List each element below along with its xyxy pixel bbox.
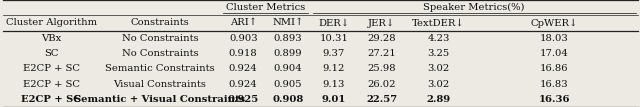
Text: DER↓: DER↓	[318, 18, 349, 27]
Text: 27.21: 27.21	[367, 49, 396, 58]
Text: 26.02: 26.02	[367, 80, 396, 89]
Text: 3.02: 3.02	[428, 80, 449, 89]
Text: 0.893: 0.893	[274, 34, 302, 43]
Text: Cluster Algorithm: Cluster Algorithm	[6, 18, 97, 27]
Text: E2CP + SC: E2CP + SC	[21, 95, 81, 104]
Text: 2.89: 2.89	[426, 95, 451, 104]
Text: 16.36: 16.36	[538, 95, 570, 104]
Text: CpWER↓: CpWER↓	[531, 18, 578, 27]
Text: 0.918: 0.918	[229, 49, 257, 58]
Text: 0.904: 0.904	[274, 64, 302, 73]
Text: 29.28: 29.28	[367, 34, 396, 43]
Text: 0.905: 0.905	[274, 80, 302, 89]
Text: No Constraints: No Constraints	[122, 34, 198, 43]
Text: 4.23: 4.23	[428, 34, 449, 43]
Text: VBx: VBx	[41, 34, 61, 43]
Text: 3.02: 3.02	[428, 64, 449, 73]
Text: Constraints: Constraints	[131, 18, 189, 27]
Text: E2CP + SC: E2CP + SC	[22, 80, 80, 89]
Text: 16.86: 16.86	[540, 64, 568, 73]
Text: 0.924: 0.924	[229, 64, 257, 73]
Text: 10.31: 10.31	[319, 34, 348, 43]
Text: ARI↑: ARI↑	[230, 18, 257, 27]
Text: 0.925: 0.925	[228, 95, 259, 104]
Text: 0.908: 0.908	[273, 95, 303, 104]
Text: 9.13: 9.13	[323, 80, 345, 89]
Text: 17.04: 17.04	[540, 49, 569, 58]
Text: 0.924: 0.924	[229, 80, 257, 89]
Text: 18.03: 18.03	[540, 34, 568, 43]
Text: 3.25: 3.25	[428, 49, 449, 58]
Text: JER↓: JER↓	[368, 18, 396, 27]
Text: SC: SC	[44, 49, 58, 58]
Text: Semantic + Visual Constraints: Semantic + Visual Constraints	[74, 95, 246, 104]
Text: 9.37: 9.37	[323, 49, 345, 58]
Text: Semantic Constraints: Semantic Constraints	[105, 64, 215, 73]
Text: 16.83: 16.83	[540, 80, 568, 89]
Text: Speaker Metrics(%): Speaker Metrics(%)	[424, 3, 525, 12]
Text: Visual Constraints: Visual Constraints	[113, 80, 207, 89]
Text: 22.57: 22.57	[366, 95, 397, 104]
Text: 9.12: 9.12	[323, 64, 345, 73]
Text: Cluster Metrics: Cluster Metrics	[226, 3, 305, 12]
Text: NMI↑: NMI↑	[272, 18, 304, 27]
Text: No Constraints: No Constraints	[122, 49, 198, 58]
Text: 9.01: 9.01	[321, 95, 346, 104]
Text: TextDER↓: TextDER↓	[412, 18, 465, 27]
Text: 0.899: 0.899	[274, 49, 302, 58]
Text: E2CP + SC: E2CP + SC	[22, 64, 80, 73]
Text: 0.903: 0.903	[229, 34, 257, 43]
Text: 25.98: 25.98	[367, 64, 396, 73]
